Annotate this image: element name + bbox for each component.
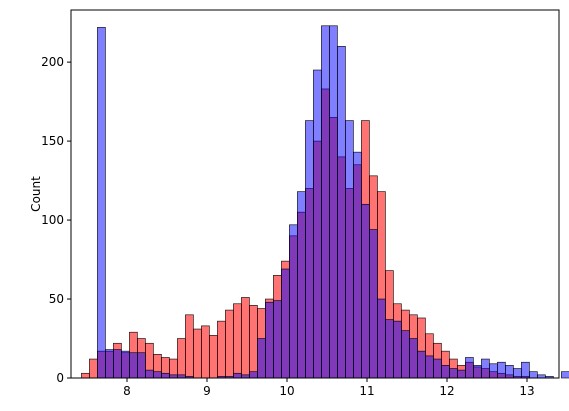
histogram-bar	[209, 335, 218, 379]
axes-frame	[70, 9, 560, 379]
histogram-bar	[89, 358, 98, 379]
y-axis-label: Count	[29, 176, 43, 212]
series-1-bars	[97, 25, 569, 379]
histogram-bar	[289, 224, 298, 379]
histogram-bar	[185, 314, 194, 379]
histogram-bar	[521, 361, 530, 379]
histogram-bar	[249, 371, 258, 379]
histogram-bar	[465, 357, 474, 379]
y-tick-label: 100	[41, 213, 64, 227]
histogram-bar	[97, 27, 106, 379]
histogram-bar	[129, 352, 138, 379]
histogram-bar	[233, 303, 242, 379]
x-tick-label: 10	[279, 384, 294, 398]
histogram-bar	[337, 46, 346, 379]
histogram-bar	[513, 368, 522, 379]
x-tick-label: 11	[359, 384, 374, 398]
histogram-bar	[425, 355, 434, 379]
histogram-bar	[361, 203, 370, 379]
x-tick-label: 12	[439, 384, 454, 398]
x-tick-label: 8	[123, 384, 131, 398]
histogram-bar	[137, 352, 146, 379]
histogram-bar	[473, 365, 482, 379]
histogram-bar	[281, 268, 290, 379]
histogram-bar	[449, 368, 458, 379]
histogram-bar	[161, 372, 170, 379]
histogram-bar	[329, 25, 338, 379]
histogram-bar	[497, 361, 506, 379]
histogram-bar	[121, 350, 130, 379]
histogram-bar	[249, 305, 258, 379]
histogram-bar	[193, 328, 202, 379]
histogram-bar	[233, 372, 242, 379]
x-tick-label: 13	[519, 384, 534, 398]
histogram-bar	[217, 320, 226, 379]
histogram-bar	[409, 338, 418, 379]
histogram-bar	[81, 372, 90, 379]
histogram-bar	[353, 151, 362, 379]
y-tick-label: 200	[41, 55, 64, 69]
histogram-bar	[257, 338, 266, 379]
histogram-bar	[241, 297, 250, 379]
histogram-bar	[393, 320, 402, 379]
histogram-bar	[441, 365, 450, 379]
y-tick-label: 50	[49, 292, 64, 306]
histogram-bar	[377, 298, 386, 379]
histogram-bar	[561, 371, 569, 379]
histogram-bar	[153, 371, 162, 379]
histogram-bar	[145, 369, 154, 379]
histogram-bar	[489, 363, 498, 379]
histogram-bar	[417, 350, 426, 379]
histogram-bar	[385, 319, 394, 379]
x-tick-label: 9	[203, 384, 211, 398]
histogram-bar	[177, 338, 186, 379]
y-axis: 0 50 100 150 200	[41, 55, 71, 385]
histogram-bar	[529, 371, 538, 379]
histogram-bar	[225, 309, 234, 379]
histogram-bar	[433, 358, 442, 379]
histogram-bar	[305, 120, 314, 379]
plot-area	[81, 25, 569, 379]
histogram-bar	[265, 301, 274, 379]
histogram-bar	[481, 358, 490, 379]
histogram-bar	[369, 229, 378, 379]
histogram-bar	[113, 349, 122, 379]
histogram-bar	[457, 369, 466, 379]
histogram-bar	[313, 69, 322, 379]
x-axis: 8 9 10 11 12 13	[123, 378, 535, 398]
histogram-bar	[297, 191, 306, 379]
histogram-bar	[401, 330, 410, 379]
histogram-bar	[201, 325, 210, 379]
histogram-bar	[345, 120, 354, 379]
histogram-bar	[273, 300, 282, 379]
histogram-bar	[321, 25, 330, 379]
histogram-bar	[105, 349, 114, 379]
histogram-bar	[505, 365, 514, 379]
y-tick-label: 0	[56, 371, 64, 385]
y-tick-label: 150	[41, 134, 64, 148]
